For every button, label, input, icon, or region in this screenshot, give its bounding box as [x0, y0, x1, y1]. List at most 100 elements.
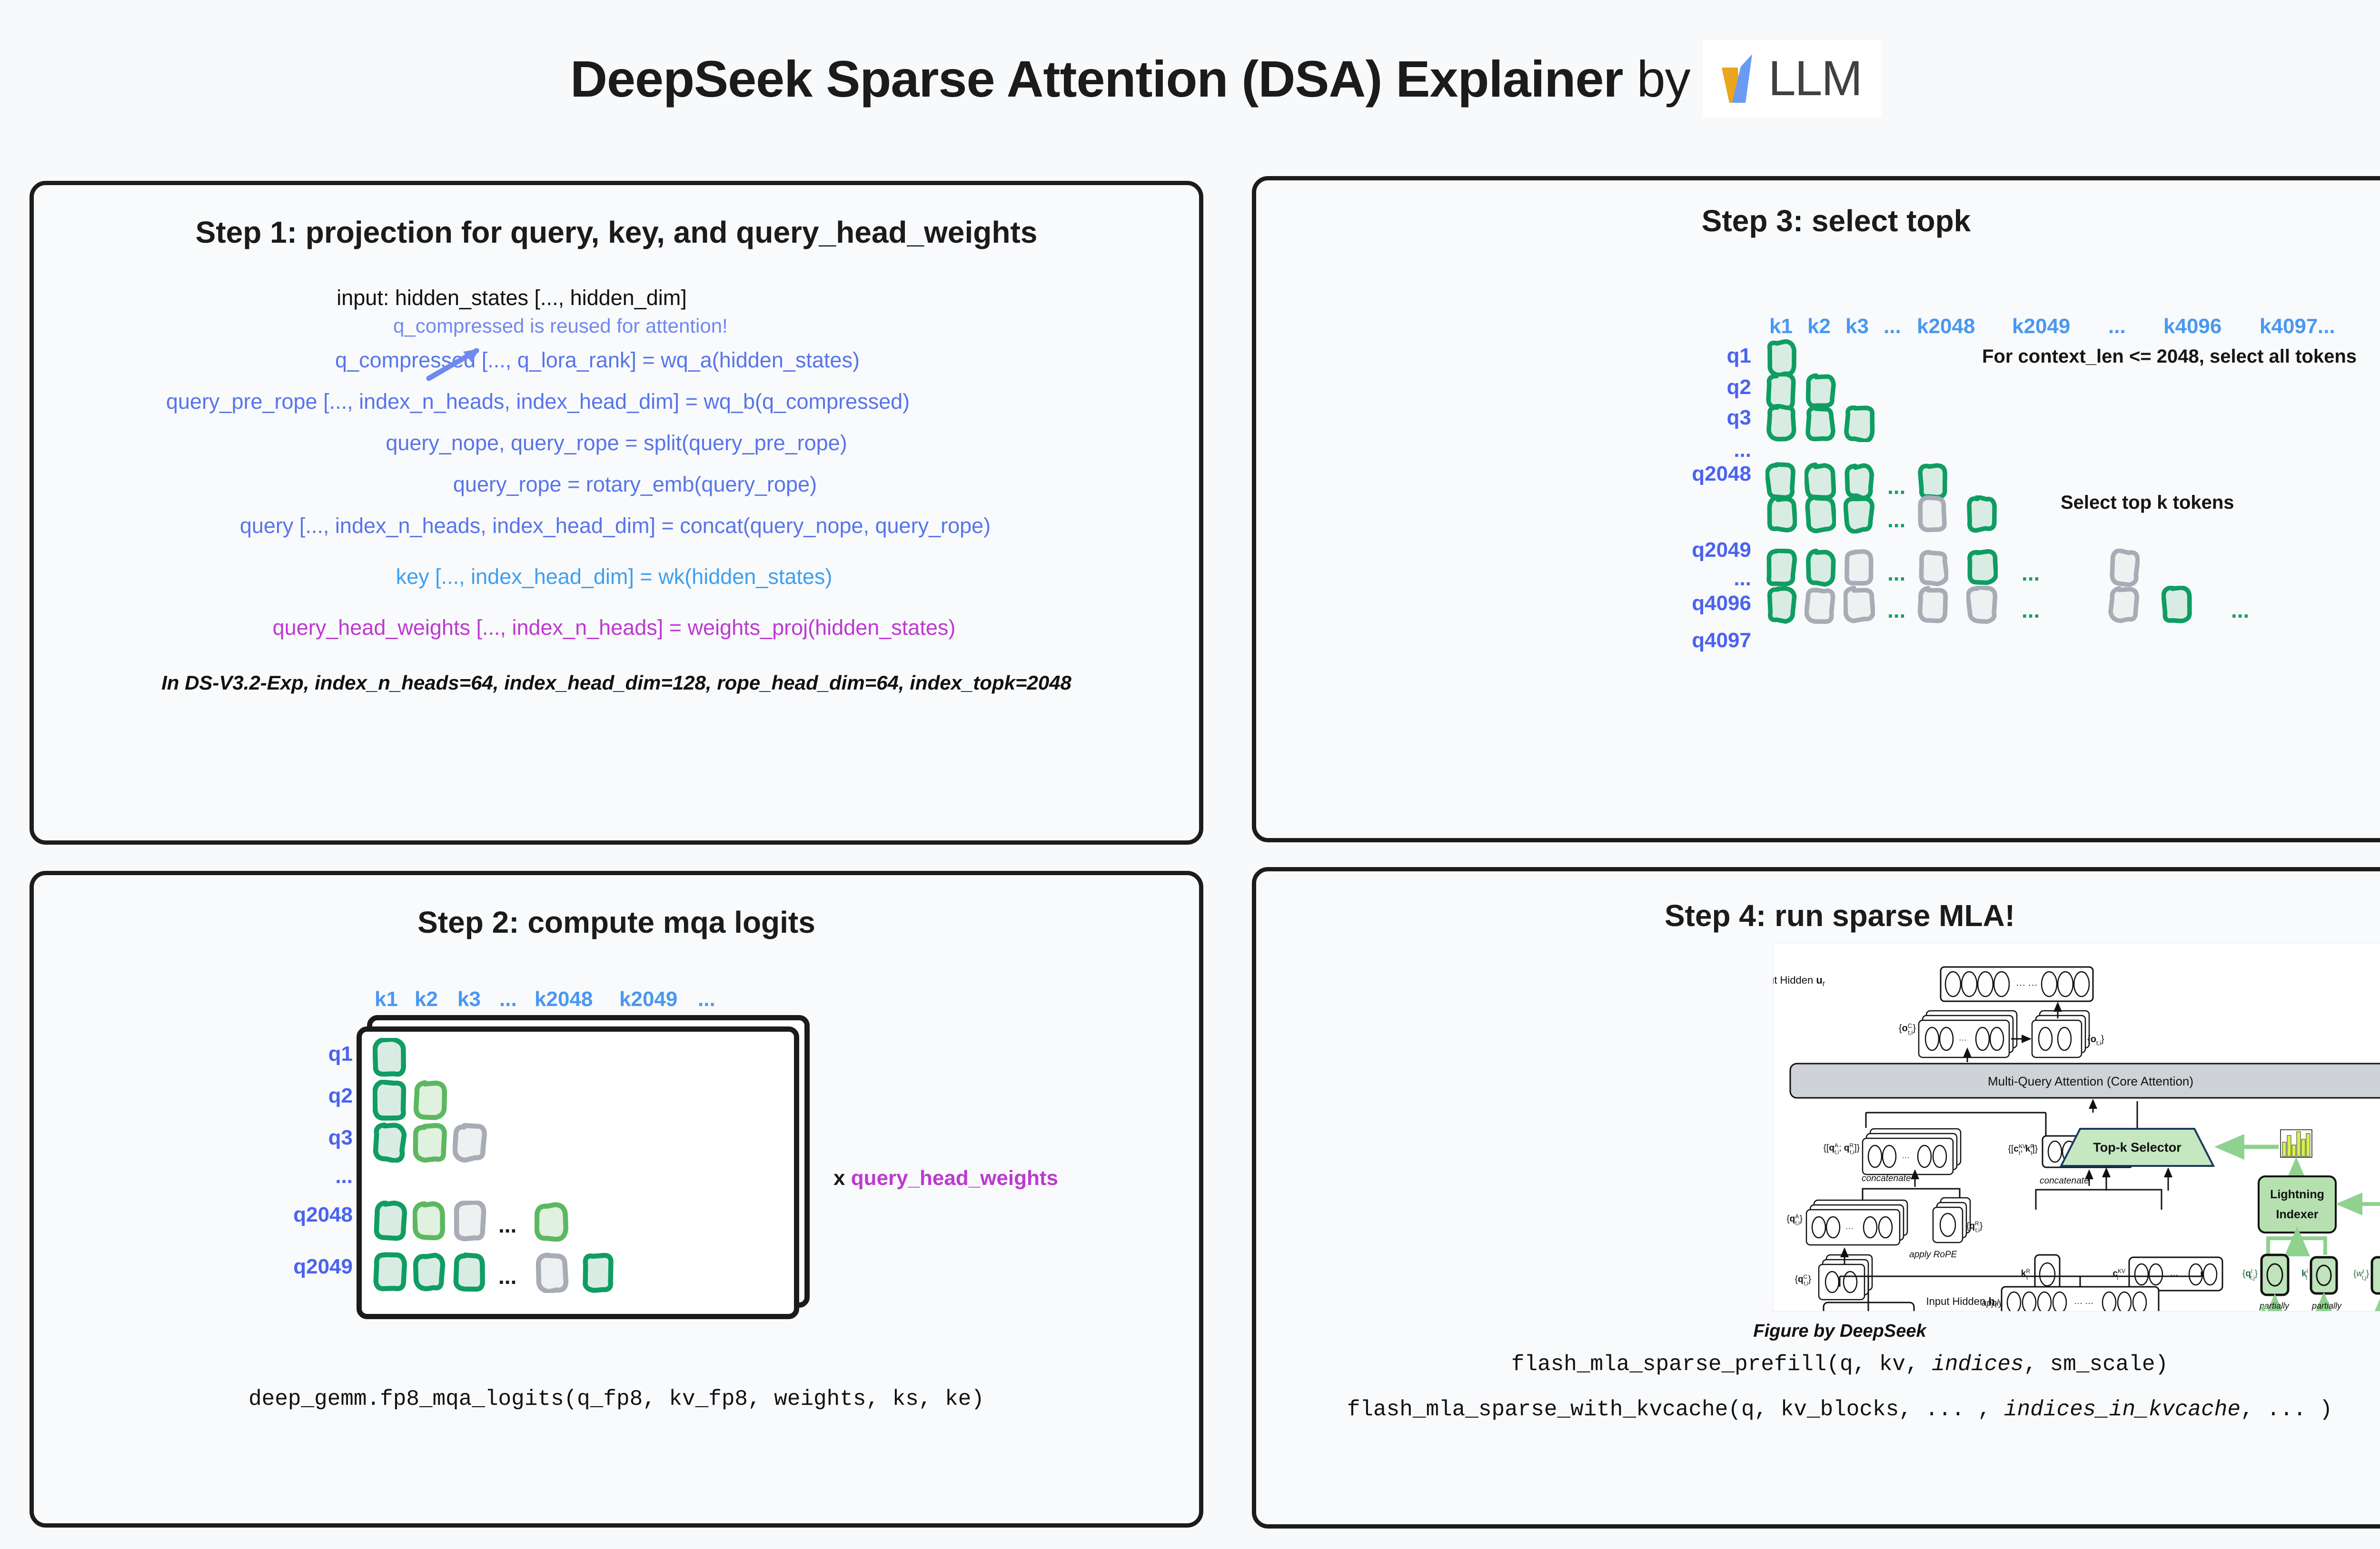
step3-title: Step 3: select topk	[1701, 204, 1971, 238]
k-header-6: ...	[698, 987, 715, 1011]
matrix-ellipsis: ...	[498, 1264, 517, 1289]
k-header-5: k2049	[619, 987, 678, 1011]
matrix-cell[interactable]	[1966, 549, 1998, 587]
matrix-ellipsis: ...	[2022, 598, 2040, 622]
matrix-cell[interactable]	[413, 1201, 447, 1242]
matrix-cell[interactable]	[1805, 586, 1836, 624]
matrix-cell[interactable]	[1805, 549, 1836, 587]
step2-code: deep_gemm.fp8_mqa_logits(q_fp8, kv_fp8, …	[248, 1387, 984, 1411]
step1-code-block: input: hidden_states [..., hidden_dim] q…	[34, 287, 1199, 694]
matrix-cell[interactable]	[1966, 586, 1998, 624]
svg-text:kRt: kR t	[2021, 1268, 2031, 1281]
matrix-cell[interactable]	[535, 1201, 569, 1242]
matrix-cell[interactable]	[1917, 462, 1948, 500]
matrix-cell[interactable]	[1917, 549, 1948, 587]
matrix-cell[interactable]	[1765, 549, 1797, 587]
step1-reuse-note: q_compressed is reused for attention!	[393, 315, 728, 337]
step1-input-line: input: hidden_states [..., hidden_dim]	[337, 286, 687, 310]
matrix-cell[interactable]	[1805, 404, 1836, 442]
q-label-6: ...	[1734, 567, 1751, 590]
matrix-cell[interactable]	[2162, 586, 2193, 624]
vllm-logo-text: LLM	[1768, 51, 1863, 106]
k-header-3: ...	[499, 987, 517, 1011]
matrix-cell[interactable]	[1844, 586, 1875, 624]
matrix-cell[interactable]	[1765, 495, 1797, 533]
q-label-4: q2048	[1692, 462, 1751, 485]
matrix-cell[interactable]	[373, 1122, 407, 1163]
matrix-cell[interactable]	[2108, 549, 2140, 587]
k-header-4: k2048	[1917, 315, 1975, 338]
step2-panel: Step 2: compute mqa logits k1 k2 k3 ... …	[30, 871, 1203, 1528]
step1-line-0: q_compressed [..., q_lora_rank] = wq_a(h…	[335, 348, 860, 372]
matrix-cell[interactable]	[1917, 586, 1948, 624]
matrix-cell[interactable]	[453, 1122, 487, 1163]
matrix-cell[interactable]	[373, 1080, 407, 1121]
matrix-cell[interactable]	[1805, 495, 1836, 533]
matrix-cell[interactable]	[373, 1201, 407, 1242]
k-header-7: k4096	[2163, 315, 2222, 338]
vllm-checkmark-icon	[1719, 52, 1765, 105]
fig-topk-selector-shape	[2059, 1128, 2215, 1167]
figure-caption: Figure by DeepSeek	[1753, 1321, 1926, 1341]
k-header-0: k1	[1769, 315, 1793, 338]
q-label-0: q1	[1726, 344, 1751, 367]
matrix-cell[interactable]	[1917, 495, 1948, 533]
svg-text:{qIt,j}: {qI t,j}	[2242, 1268, 2258, 1281]
matrix-cell[interactable]	[535, 1252, 569, 1293]
matrix-cell[interactable]	[413, 1080, 447, 1121]
q-label-3: ...	[335, 1164, 353, 1188]
fig-dots: ··· ···	[2016, 980, 2038, 990]
matrix-cell[interactable]	[453, 1252, 487, 1293]
k-header-2: k3	[1845, 315, 1869, 338]
q-label-7: q4096	[1692, 592, 1751, 615]
fig-partially-1: partially	[2259, 1301, 2290, 1311]
fig-partially-2: partially	[2311, 1301, 2342, 1311]
fig-concatenate-label-2: concatenate	[2040, 1176, 2089, 1186]
matrix-cell[interactable]	[1805, 462, 1836, 500]
matrix-cell[interactable]	[453, 1201, 487, 1242]
matrix-ellipsis: ...	[2022, 561, 2040, 585]
q-label-1: q2	[1726, 375, 1751, 399]
svg-text:···: ···	[1902, 1153, 1910, 1162]
matrix-cell[interactable]	[1765, 339, 1797, 377]
k-header-1: k2	[415, 987, 438, 1011]
matrix-cell[interactable]	[373, 1038, 407, 1079]
page-title-by: by	[1636, 49, 1691, 108]
step4-panel: Step 4: run sparse MLA! Output Hidden ut	[1252, 867, 2380, 1529]
matrix-cell[interactable]	[373, 1252, 407, 1293]
matrix-cell[interactable]	[1844, 549, 1875, 587]
matrix-cell[interactable]	[581, 1252, 615, 1293]
q-label-4: q2048	[293, 1203, 353, 1226]
matrix-cell[interactable]	[2108, 586, 2140, 624]
k-header-1: k2	[1807, 315, 1831, 338]
svg-text:{wIt,j}: {wI t,j}	[2353, 1268, 2369, 1281]
k-header-0: k1	[375, 987, 398, 1011]
matrix-ellipsis: ...	[1887, 507, 1906, 532]
k-header-3: ...	[1884, 315, 1901, 338]
fig-histogram-icon	[2280, 1129, 2312, 1158]
svg-text:{[qAt,i; qRt,i]}: {[qA t,i; qR t,i]}	[1824, 1142, 1860, 1155]
matrix-cell[interactable]	[413, 1122, 447, 1163]
vllm-logo: LLM	[1702, 40, 1882, 117]
svg-text:···: ···	[2170, 1270, 2178, 1279]
matrix-cell[interactable]	[1805, 373, 1836, 411]
step1-title: Step 1: projection for query, key, and q…	[195, 215, 1038, 249]
matrix-cell[interactable]	[1966, 495, 1998, 533]
matrix-cell[interactable]	[1844, 462, 1875, 500]
matrix-cell[interactable]	[1765, 404, 1797, 442]
fig-output-hidden-label: Output Hidden ut	[1773, 974, 1825, 988]
matrix-cell[interactable]	[1844, 495, 1875, 533]
matrix-cell[interactable]	[1844, 404, 1875, 442]
step1-line-2: query_nope, query_rope = split(query_pre…	[386, 431, 847, 455]
step1-line-3: query_rope = rotary_emb(query_rope)	[453, 472, 817, 496]
page-header: DeepSeek Sparse Attention (DSA) Explaine…	[0, 0, 2380, 157]
step3-annotation-all-tokens: For context_len <= 2048, select all toke…	[1982, 346, 2357, 367]
k-header-5: k2049	[2012, 315, 2071, 338]
matrix-cell[interactable]	[1765, 462, 1797, 500]
step1-line-5: key [..., index_head_dim] = wk(hidden_st…	[396, 564, 833, 589]
q-label-2: q3	[328, 1126, 353, 1149]
svg-text:···: ···	[1845, 1223, 1854, 1233]
matrix-cell[interactable]	[1765, 586, 1797, 624]
matrix-cell[interactable]	[413, 1252, 447, 1293]
